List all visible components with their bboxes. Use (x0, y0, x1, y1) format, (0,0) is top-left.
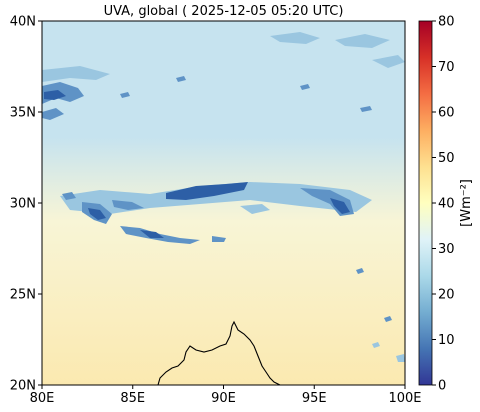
colorbar-tick-label: 80 (438, 15, 455, 30)
cloud-patch (42, 108, 64, 120)
cloud-patch (140, 230, 164, 238)
cloud-patch (240, 204, 270, 214)
y-tick-label: 20N (10, 379, 36, 394)
cloud-patch (360, 106, 372, 112)
coastline (157, 320, 281, 385)
colorbar-tick-label: 20 (438, 288, 455, 303)
colorbar-tick-label: 30 (438, 242, 455, 257)
cloud-patch (88, 208, 106, 220)
y-tick-label: 25N (10, 288, 36, 303)
map-title: UVA, global ( 2025-12-05 05:20 UTC) (104, 4, 344, 19)
y-axis-ticks: 20N 25N 30N 35N 40N (10, 15, 42, 394)
cloud-patch (212, 236, 226, 242)
cloud-patch (396, 354, 405, 362)
cloud-patch (62, 192, 76, 200)
cloud-patch (270, 32, 320, 44)
x-tick-label: 90E (211, 391, 236, 406)
x-tick-label: 95E (302, 391, 327, 406)
cloud-patch (44, 90, 66, 100)
cloud-patch (356, 268, 364, 274)
x-tick-label: 100E (388, 391, 421, 406)
cloud-patch (300, 84, 310, 90)
cloud-patch (42, 66, 110, 82)
cloud-patch (384, 316, 392, 322)
cloud-patch (112, 200, 144, 210)
colorbar: 0 10 20 30 40 50 60 70 80 [Wm⁻²] (418, 15, 474, 394)
cloud-patches (42, 32, 405, 362)
cloud-patch (335, 34, 390, 48)
colorbar-tick-label: 60 (438, 106, 455, 121)
colorbar-gradient (418, 20, 433, 386)
x-tick-label: 80E (30, 391, 55, 406)
x-tick-label: 85E (120, 391, 145, 406)
colorbar-tick-label: 0 (438, 379, 446, 394)
cloud-patch (372, 55, 405, 68)
cloud-patch (372, 342, 380, 348)
y-tick-label: 35N (10, 106, 36, 121)
cloud-patch (330, 198, 350, 214)
colorbar-tick-label: 40 (438, 197, 455, 212)
cloud-patch (166, 182, 248, 200)
y-tick-label: 40N (10, 15, 36, 30)
y-tick-label: 30N (10, 197, 36, 212)
colorbar-label: [Wm⁻²] (459, 179, 474, 227)
colorbar-tick-label: 10 (438, 333, 455, 348)
colorbar-ticks: 0 10 20 30 40 50 60 70 80 (432, 15, 455, 394)
colorbar-tick-label: 50 (438, 151, 455, 166)
colorbar-tick-label: 70 (438, 60, 455, 75)
cloud-patch (120, 92, 130, 98)
map-panel: 80E 85E 90E 95E 100E 20N 25N 30N 35N 40N (10, 15, 422, 407)
cloud-patch (176, 76, 186, 82)
x-axis-ticks: 80E 85E 90E 95E 100E (30, 385, 422, 406)
